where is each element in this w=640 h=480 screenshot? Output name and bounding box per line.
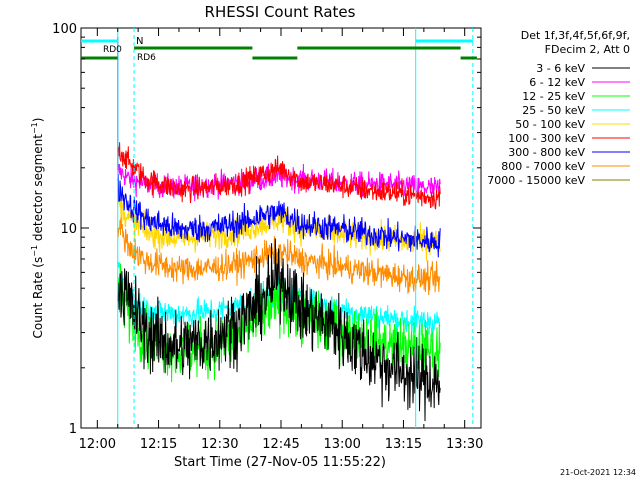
x-axis-label: Start Time (27-Nov-05 11:55:22)	[174, 455, 386, 470]
legend-label-7: 800 - 7000 keV	[501, 160, 585, 173]
legend-header-line-2: FDecim 2, Att 0	[545, 43, 630, 56]
x-tick-label-0: 12:00	[79, 437, 116, 452]
y-axis-label-exp2: −1	[30, 122, 39, 134]
x-tick-label-6: 13:30	[446, 437, 483, 452]
x-tick-label-3: 12:45	[262, 437, 299, 452]
y-tick-label-2: 100	[52, 22, 77, 37]
flag-label-rd6: RD6	[137, 53, 156, 63]
y-tick-label-0: 1	[69, 422, 77, 437]
legend-header-line-1: Det 1f,3f,4f,5f,6f,9f,	[521, 29, 630, 42]
y-axis-label-exp1: −1	[30, 245, 39, 257]
y-axis-label-end: )	[31, 118, 45, 123]
legend: Det 1f,3f,4f,5f,6f,9f, FDecim 2, Att 0 3…	[487, 29, 630, 187]
legend-label-3: 25 - 50 keV	[522, 104, 585, 117]
marker-layer	[117, 28, 474, 428]
legend-label-8: 7000 - 15000 keV	[487, 174, 585, 187]
series-line-0	[117, 238, 441, 422]
x-tick-label-4: 13:00	[323, 437, 360, 452]
y-axis-label: Count Rate (s−1 detector segment−1)	[30, 118, 45, 339]
legend-label-5: 100 - 300 keV	[508, 132, 585, 145]
flag-label-n: N	[136, 36, 143, 47]
tick-layer: 12:00 12:15 12:30 12:45 13:00 13:15 13:30 1 10 10…	[52, 22, 483, 452]
flag-label-rd0: RD0	[103, 45, 122, 55]
x-tick-label-5: 13:15	[385, 437, 422, 452]
series-line-3	[117, 261, 441, 340]
timestamp: 21-Oct-2021 12:34	[560, 468, 636, 477]
chart-title: RHESSI Count Rates	[205, 3, 356, 21]
legend-label-1: 6 - 12 keV	[529, 76, 585, 89]
series-line-7	[117, 216, 441, 296]
legend-label-4: 50 - 100 keV	[515, 118, 585, 131]
legend-label-6: 300 - 800 keV	[508, 146, 585, 159]
y-tick-label-1: 10	[60, 222, 77, 237]
y-axis-label-main: Count Rate (s	[31, 257, 45, 339]
y-axis-label-mid: detector segment	[31, 134, 45, 245]
x-tick-label-1: 12:15	[140, 437, 177, 452]
flag-layer	[81, 39, 477, 60]
legend-label-0: 3 - 6 keV	[536, 62, 585, 75]
legend-label-2: 12 - 25 keV	[522, 90, 585, 103]
series-line-6	[117, 173, 441, 258]
x-tick-label-2: 12:30	[201, 437, 238, 452]
series-line-5	[117, 142, 441, 210]
